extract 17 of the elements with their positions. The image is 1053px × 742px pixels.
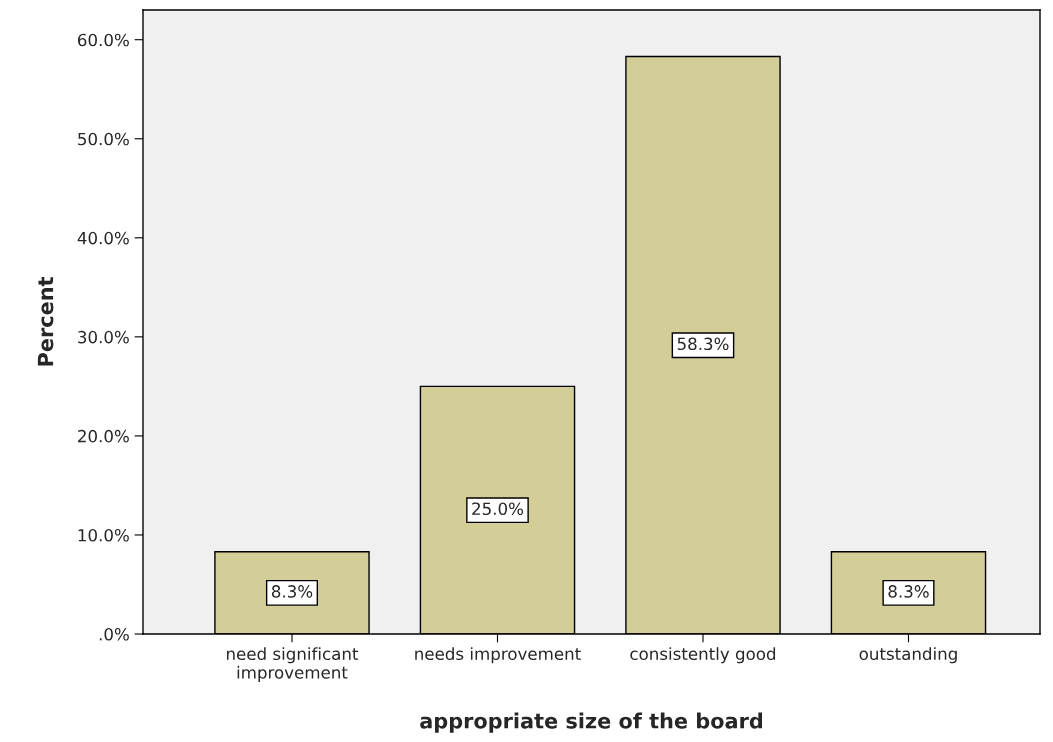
y-tick-label: 60.0% bbox=[78, 33, 129, 47]
y-tick-label: 30.0% bbox=[78, 330, 129, 344]
data-label: 25.0% bbox=[472, 502, 524, 516]
y-tick-label: .0% bbox=[99, 627, 129, 641]
y-tick-label: 10.0% bbox=[78, 528, 129, 542]
y-tick-label: 40.0% bbox=[77, 231, 129, 245]
x-tick-label: needs improvement bbox=[415, 647, 581, 664]
data-label: 58.3% bbox=[677, 337, 729, 351]
x-axis-title: appropriate size of the board bbox=[420, 712, 763, 733]
y-axis-title: Percent bbox=[37, 277, 54, 366]
x-tick-label: consistently good bbox=[630, 647, 776, 664]
data-label: 8.3% bbox=[888, 585, 929, 598]
x-tick-label: outstanding bbox=[859, 647, 957, 664]
y-tick-label: 20.0% bbox=[78, 429, 129, 443]
x-tick-label: need significant improvement bbox=[227, 647, 359, 682]
y-tick-label: 50.0% bbox=[78, 132, 129, 146]
data-label: 8.3% bbox=[271, 585, 313, 598]
